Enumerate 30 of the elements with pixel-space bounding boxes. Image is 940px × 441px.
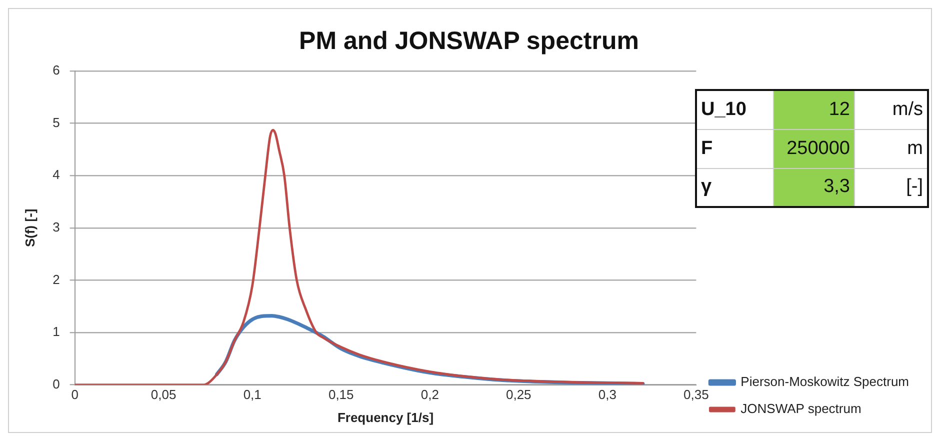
y-tick-label: 1 (52, 324, 60, 340)
x-tick-label: 0,15 (328, 387, 354, 402)
y-tick-label: 4 (52, 167, 60, 182)
legend-label: JONSWAP spectrum (740, 401, 862, 416)
legend-label: Pierson-Moskowitz Spectrum (740, 374, 909, 390)
x-tick-label: 0,2 (420, 387, 439, 402)
y-tick-label: 3 (52, 219, 60, 234)
y-tick-label: 0 (52, 376, 60, 392)
x-tick-label: 0,05 (150, 387, 176, 402)
text: [-] (854, 168, 928, 207)
y-tick-label: 5 (52, 114, 60, 130)
line-series (74, 128, 644, 385)
text: U_10 (696, 90, 774, 129)
text: 3,3 (774, 168, 854, 207)
x-tick-label: 0,1 (243, 387, 262, 402)
text: γ (696, 168, 774, 207)
y-tick-label: 2 (52, 272, 60, 287)
y-axis-title: S(f) [-] (22, 208, 38, 248)
y-tick-label: 6 (52, 62, 60, 78)
x-axis-title: Frequency [1/s] (337, 410, 434, 425)
text: m/s (854, 90, 928, 129)
text: 12 (774, 90, 854, 129)
x-tick-label: 0,35 (684, 387, 709, 402)
text: m (854, 129, 928, 168)
text: 250000 (774, 129, 854, 168)
x-tick-label: 0 (71, 387, 78, 402)
x-tick-label: 0,25 (506, 387, 532, 402)
text: F (696, 129, 774, 168)
chart-title: PM and JONSWAP spectrum (299, 26, 639, 55)
x-tick-label: 0,3 (598, 387, 616, 402)
